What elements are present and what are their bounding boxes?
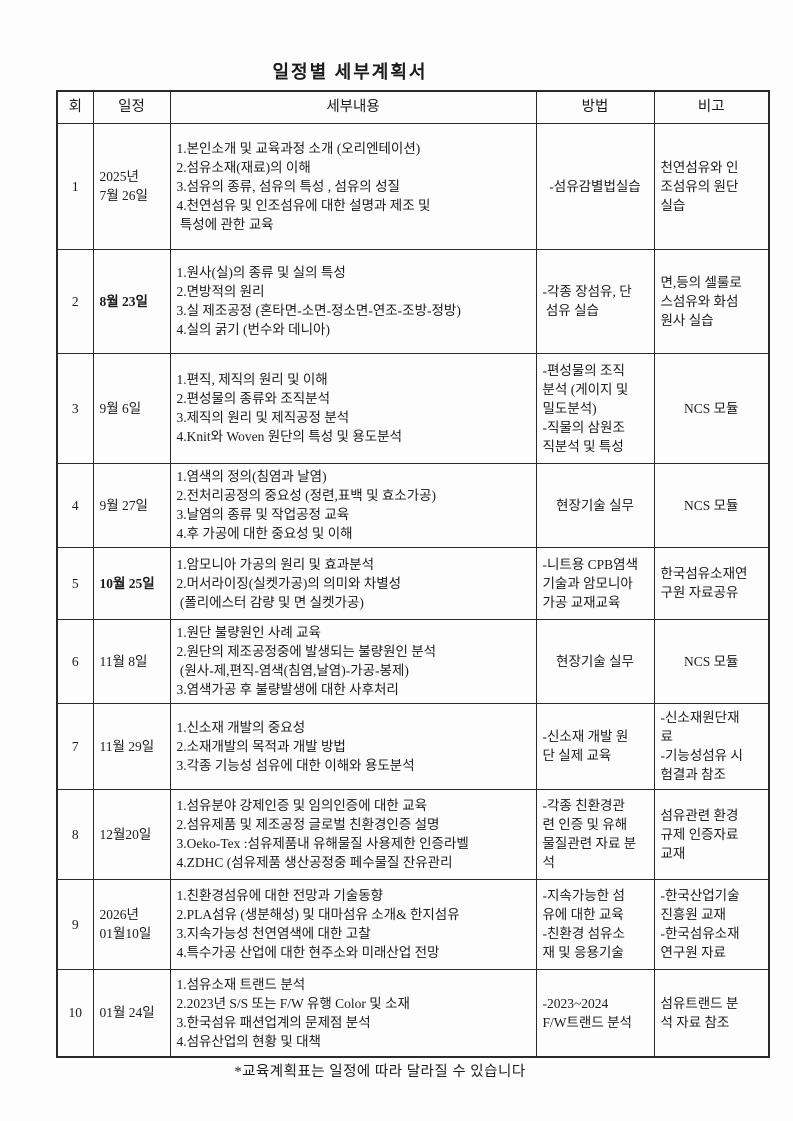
session-number: 9 — [56, 878, 94, 970]
session-date: 10월 25일 — [92, 546, 171, 620]
session-date: 11월 29일 — [92, 702, 171, 790]
session-note: NCS 모듈 — [653, 462, 770, 548]
col-header-method: 방법 — [535, 90, 655, 124]
table-row: 3 9월 6일 1.편직, 제직의 원리 및 이해 2.편성물의 종류와 조직분석… — [56, 352, 770, 464]
table-row: 1 2025년 7월 26일 1.본인소개 및 교육과정 소개 (오리엔테이션) 2… — [56, 122, 770, 250]
session-date: 8월 23일 — [92, 248, 171, 354]
session-content: 1.원사(실)의 종류 및 실의 특성 2.면방적의 원리 3.실 제조공정 (혼타… — [169, 248, 537, 354]
session-method: -2023~2024 F/W트랜드 분석 — [535, 968, 655, 1058]
session-date: 2025년 7월 26일 — [92, 122, 171, 250]
table-row: 5 10월 25일 1.암모니아 가공의 원리 및 효과분석 2.머서라이징(실켓… — [56, 546, 770, 620]
session-method: -각종 장섬유, 단 섬유 실습 — [535, 248, 655, 354]
col-header-session: 회 — [56, 90, 94, 124]
session-note: 천연섬유와 인 조섬유의 원단 실습 — [653, 122, 770, 250]
session-content: 1.편직, 제직의 원리 및 이해 2.편성물의 종류와 조직분석 3.제직의 원리… — [169, 352, 537, 464]
session-method: -섬유감별법실습 — [535, 122, 655, 250]
session-date: 2026년 01월10일 — [92, 878, 171, 970]
table-header-row: 회 일정 세부내용 방법 비고 — [56, 90, 770, 124]
page-title: 일정별 세부계획서 — [272, 62, 428, 82]
session-note: 한국섬유소재연 구원 자료공유 — [653, 546, 770, 620]
session-date: 12월20일 — [92, 788, 171, 880]
session-date: 01월 24일 — [92, 968, 171, 1058]
table-row: 6 11월 8일 1.원단 불량원인 사례 교육 2.원단의 제조공정중에 발생되… — [56, 618, 770, 704]
session-number: 10 — [56, 968, 94, 1058]
session-content: 1.친환경섬유에 대한 전망과 기술동향 2.PLA섬유 (생분해성) 및 대마섬… — [169, 878, 537, 970]
session-date: 9월 27일 — [92, 462, 171, 548]
session-content: 1.본인소개 및 교육과정 소개 (오리엔테이션) 2.섬유소재(재료)의 이해 3… — [169, 122, 537, 250]
session-method: 현장기술 실무 — [535, 462, 655, 548]
table-row: 9 2026년 01월10일 1.친환경섬유에 대한 전망과 기술동향 2.PLA섬… — [56, 878, 770, 970]
session-note: NCS 모듈 — [653, 352, 770, 464]
session-note: 섬유관련 환경 규제 인증자료 교재 — [653, 788, 770, 880]
session-method: -니트용 CPB염색 기술과 암모니아 가공 교재교육 — [535, 546, 655, 620]
table-row: 2 8월 23일 1.원사(실)의 종류 및 실의 특성 2.면방적의 원리 3.실… — [56, 248, 770, 354]
col-header-date: 일정 — [92, 90, 171, 124]
session-number: 3 — [56, 352, 94, 464]
session-content: 1.신소재 개발의 중요성 2.소재개발의 목적과 개발 방법 3.각종 기능성 섬… — [169, 702, 537, 790]
session-note: 면,등의 셀룰로 스섬유와 화섬 원사 실습 — [653, 248, 770, 354]
session-number: 6 — [56, 618, 94, 704]
session-note: -한국산업기술 진흥원 교재 -한국섬유소재 연구원 자료 — [653, 878, 770, 970]
session-number: 8 — [56, 788, 94, 880]
schedule-table-body: 1 2025년 7월 26일 1.본인소개 및 교육과정 소개 (오리엔테이션) 2… — [56, 122, 770, 1058]
session-number: 7 — [56, 702, 94, 790]
schedule-table: 회 일정 세부내용 방법 비고 1 2025년 7월 26일 1.본인소개 및 교… — [56, 90, 770, 1058]
session-note: NCS 모듈 — [653, 618, 770, 704]
col-header-note: 비고 — [653, 90, 770, 124]
session-date: 11월 8일 — [92, 618, 171, 704]
session-content: 1.암모니아 가공의 원리 및 효과분석 2.머서라이징(실켓가공)의 의미와 차… — [169, 546, 537, 620]
schedule-footnote: *교육계획표는 일정에 따라 달라질 수 있습니다 — [234, 1064, 526, 1080]
session-method: -편성물의 조직 분석 (게이지 및 밀도분석) -직물의 삼원조 직분석 및 특성 — [535, 352, 655, 464]
table-row: 7 11월 29일 1.신소재 개발의 중요성 2.소재개발의 목적과 개발 방법… — [56, 702, 770, 790]
session-content: 1.섬유분야 강제인증 및 임의인증에 대한 교육 2.섬유제품 및 제조공정 글… — [169, 788, 537, 880]
session-date: 9월 6일 — [92, 352, 171, 464]
table-row: 8 12월20일 1.섬유분야 강제인증 및 임의인증에 대한 교육 2.섬유제품… — [56, 788, 770, 880]
session-number: 1 — [56, 122, 94, 250]
session-note: -신소재원단재 료 -기능성섬유 시 험결과 참조 — [653, 702, 770, 790]
col-header-content: 세부내용 — [169, 90, 537, 124]
session-method: -지속가능한 섬 유에 대한 교육 -친환경 섬유소 재 및 응용기술 — [535, 878, 655, 970]
session-method: 현장기술 실무 — [535, 618, 655, 704]
table-row: 4 9월 27일 1.염색의 정의(침염과 날염) 2.전처리공정의 중요성 (정… — [56, 462, 770, 548]
session-content: 1.염색의 정의(침염과 날염) 2.전처리공정의 중요성 (정련,표백 및 효소… — [169, 462, 537, 548]
session-number: 5 — [56, 546, 94, 620]
session-content: 1.섬유소재 트랜드 분석 2.2023년 S/S 또는 F/W 유행 Color… — [169, 968, 537, 1058]
table-row: 10 01월 24일 1.섬유소재 트랜드 분석 2.2023년 S/S 또는 F… — [56, 968, 770, 1058]
session-content: 1.원단 불량원인 사례 교육 2.원단의 제조공정중에 발생되는 불량원인 분석… — [169, 618, 537, 704]
session-number: 4 — [56, 462, 94, 548]
session-number: 2 — [56, 248, 94, 354]
